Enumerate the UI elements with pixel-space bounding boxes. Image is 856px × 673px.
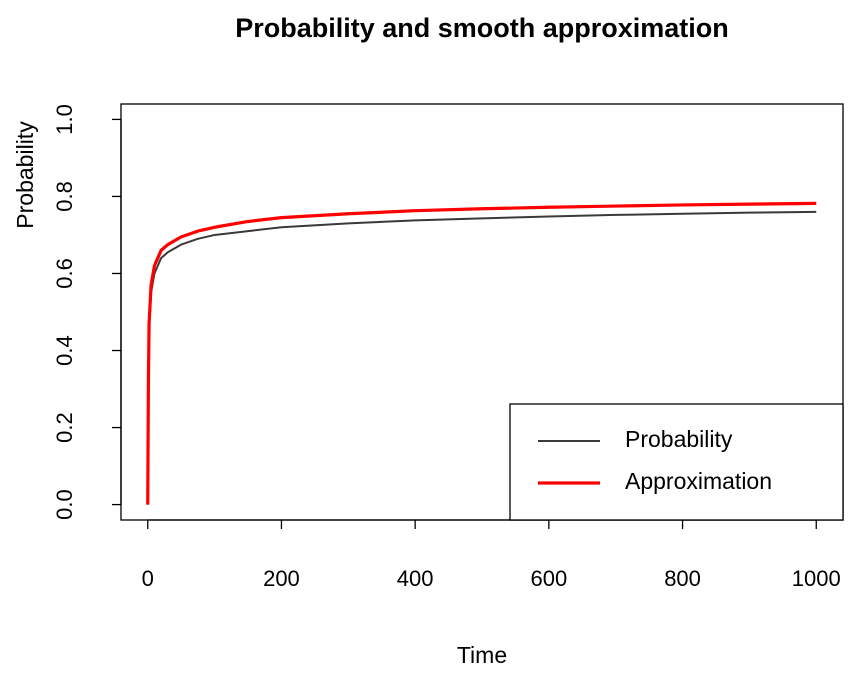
data-line	[146, 201, 817, 505]
x-tick-label: 600	[530, 566, 567, 591]
x-tick-label: 800	[664, 566, 701, 591]
x-tick-label: 0	[142, 566, 154, 591]
chart-title: Probability and smooth approximation	[235, 13, 729, 43]
legend-label: Probability	[625, 426, 733, 452]
x-tick-label: 400	[397, 566, 434, 591]
x-tick-label: 200	[263, 566, 300, 591]
y-tick-label: 0.2	[52, 412, 77, 443]
y-tick-label: 0.4	[52, 335, 77, 366]
x-tick-label: 1000	[792, 566, 841, 591]
legend-label: Approximation	[625, 468, 772, 494]
legend: Probability Approximation	[509, 403, 844, 521]
y-tick-label: 0.0	[52, 489, 77, 520]
x-axis-label: Time	[457, 642, 507, 668]
y-tick-label: 0.6	[52, 258, 77, 289]
y-axis-label: Probability	[12, 121, 38, 229]
y-tick-label: 1.0	[52, 104, 77, 135]
y-tick-label: 0.8	[52, 181, 77, 212]
legend-box	[509, 403, 844, 521]
